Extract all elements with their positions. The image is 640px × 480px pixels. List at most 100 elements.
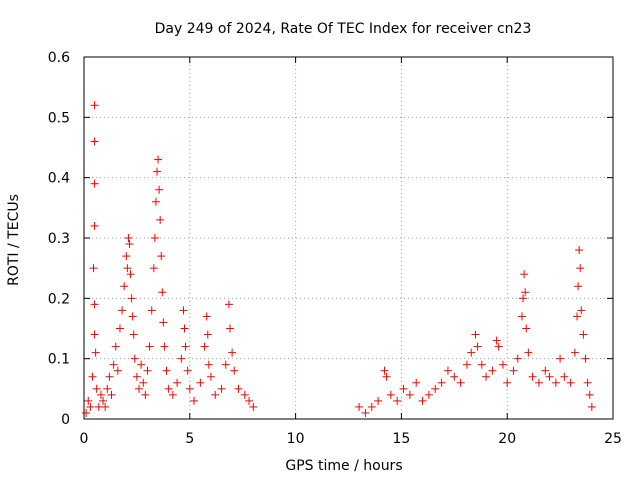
data-point bbox=[520, 270, 529, 279]
data-point bbox=[120, 282, 129, 291]
data-point bbox=[200, 342, 209, 351]
data-point bbox=[234, 384, 243, 393]
data-point bbox=[204, 360, 213, 369]
data-point bbox=[127, 294, 136, 303]
data-points bbox=[82, 101, 596, 417]
data-point bbox=[545, 372, 554, 381]
data-point bbox=[585, 390, 594, 399]
ticks-layer bbox=[83, 56, 614, 420]
x-tick-label: 0 bbox=[80, 431, 89, 447]
data-point bbox=[90, 221, 99, 230]
y-tick-label: 0.2 bbox=[48, 291, 70, 307]
x-tick-label: 25 bbox=[604, 431, 622, 447]
data-point bbox=[450, 372, 459, 381]
data-point bbox=[524, 348, 533, 357]
data-point bbox=[206, 372, 215, 381]
data-point bbox=[164, 384, 173, 393]
data-point bbox=[556, 354, 565, 363]
x-tick-labels: 0 5 10 15 20 25 bbox=[80, 431, 622, 447]
data-point bbox=[217, 384, 226, 393]
data-point bbox=[583, 378, 592, 387]
data-point bbox=[498, 360, 507, 369]
data-point bbox=[123, 264, 132, 273]
data-point bbox=[437, 378, 446, 387]
data-point bbox=[179, 306, 188, 315]
data-point bbox=[105, 372, 114, 381]
data-point bbox=[177, 354, 186, 363]
data-point bbox=[240, 390, 249, 399]
data-point bbox=[462, 360, 471, 369]
data-point bbox=[393, 396, 402, 405]
data-point bbox=[245, 396, 254, 405]
x-tick-label: 15 bbox=[392, 431, 410, 447]
data-point bbox=[96, 390, 105, 399]
data-point bbox=[382, 372, 391, 381]
data-point bbox=[181, 342, 190, 351]
data-point bbox=[91, 348, 100, 357]
data-point bbox=[129, 330, 138, 339]
data-point bbox=[115, 324, 124, 333]
data-point bbox=[159, 318, 168, 327]
y-axis-label: ROTI / TECUs bbox=[6, 194, 22, 286]
data-point bbox=[130, 354, 139, 363]
data-point bbox=[149, 264, 158, 273]
data-point bbox=[139, 378, 148, 387]
data-point bbox=[587, 402, 596, 411]
data-point bbox=[551, 378, 560, 387]
data-point bbox=[173, 378, 182, 387]
data-point bbox=[509, 366, 518, 375]
data-point bbox=[405, 390, 414, 399]
data-point bbox=[90, 300, 99, 309]
data-point bbox=[137, 360, 146, 369]
data-point bbox=[412, 378, 421, 387]
data-point bbox=[249, 402, 258, 411]
data-point bbox=[576, 264, 585, 273]
data-point bbox=[488, 366, 497, 375]
data-point bbox=[196, 378, 205, 387]
data-point bbox=[566, 378, 575, 387]
data-point bbox=[573, 312, 582, 321]
data-point bbox=[399, 384, 408, 393]
data-point bbox=[107, 390, 116, 399]
data-point bbox=[88, 372, 97, 381]
data-point bbox=[224, 300, 233, 309]
data-point bbox=[86, 402, 95, 411]
data-point bbox=[143, 366, 152, 375]
y-tick-label: 0.4 bbox=[48, 171, 70, 187]
data-point bbox=[418, 396, 427, 405]
data-point bbox=[477, 360, 486, 369]
grid-layer bbox=[84, 57, 613, 419]
data-point bbox=[203, 330, 212, 339]
data-point bbox=[579, 330, 588, 339]
y-tick-label: 0.1 bbox=[48, 352, 70, 368]
y-tick-label: 0.5 bbox=[48, 110, 70, 126]
data-point bbox=[534, 378, 543, 387]
data-point bbox=[513, 354, 522, 363]
data-point bbox=[147, 306, 156, 315]
y-tick-labels: 0 0.1 0.2 0.3 0.4 0.5 0.6 bbox=[48, 50, 70, 428]
data-point bbox=[503, 378, 512, 387]
data-point bbox=[431, 384, 440, 393]
data-point bbox=[157, 252, 166, 261]
data-point bbox=[82, 408, 91, 417]
x-axis-label: GPS time / hours bbox=[285, 458, 402, 474]
data-point bbox=[168, 390, 177, 399]
y-tick-label: 0.3 bbox=[48, 231, 70, 247]
data-point bbox=[141, 390, 150, 399]
data-point bbox=[443, 366, 452, 375]
data-point bbox=[456, 378, 465, 387]
data-point bbox=[124, 234, 133, 242]
data-point bbox=[380, 366, 389, 375]
data-point bbox=[575, 246, 584, 255]
x-tick-label: 20 bbox=[498, 431, 516, 447]
data-point bbox=[109, 360, 118, 369]
data-point bbox=[226, 324, 235, 333]
data-point bbox=[153, 167, 162, 176]
data-point bbox=[132, 372, 141, 381]
data-point bbox=[125, 240, 134, 249]
data-point bbox=[482, 372, 491, 381]
x-tick-label: 5 bbox=[185, 431, 194, 447]
data-point bbox=[424, 390, 433, 399]
data-point bbox=[519, 294, 528, 303]
data-point bbox=[128, 312, 137, 321]
